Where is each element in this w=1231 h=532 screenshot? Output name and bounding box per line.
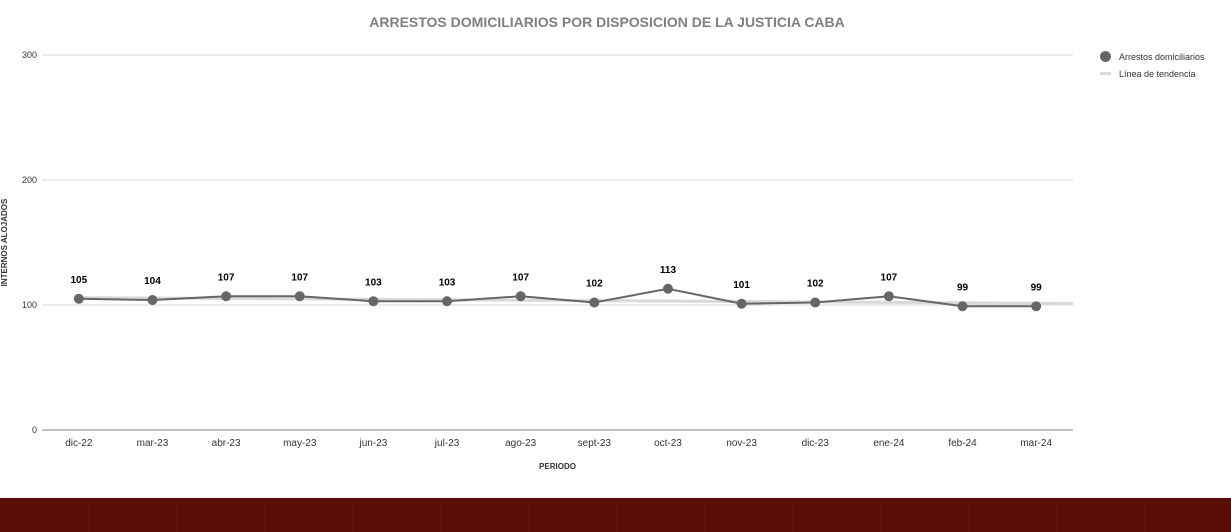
x-tick-label: mar-23 — [137, 438, 169, 449]
chart-area: ARRESTOS DOMICILIARIOS POR DISPOSICION D… — [0, 14, 1074, 471]
footer-band-segment — [176, 498, 177, 532]
data-point — [515, 291, 526, 302]
x-tick-label: ene-24 — [873, 438, 905, 449]
x-tick-label: dic-23 — [802, 438, 830, 449]
data-point — [1031, 301, 1042, 312]
footer-band-segment — [968, 498, 969, 532]
series-line — [78, 287, 1037, 308]
data-label: 102 — [586, 279, 603, 290]
data-label: 104 — [144, 276, 161, 287]
x-tick-label: mar-24 — [1020, 438, 1052, 449]
legend-item-trend: Línea de tendencia — [1100, 65, 1205, 82]
data-label: 99 — [957, 282, 969, 293]
x-tick-label: may-23 — [283, 438, 317, 449]
footer-band — [0, 498, 1231, 532]
x-tick-label: abr-23 — [212, 438, 241, 449]
data-label: 102 — [807, 279, 824, 290]
data-point — [294, 291, 305, 302]
data-label: 103 — [439, 277, 456, 288]
data-point — [662, 283, 673, 294]
y-tick-label: 200 — [22, 175, 37, 185]
data-label: 103 — [365, 277, 382, 288]
legend-marker-icon — [1100, 51, 1111, 62]
footer-band-segment — [264, 498, 265, 532]
footer-band-segment — [352, 498, 353, 532]
legend-item-series: Arrestos domiciliarios — [1100, 48, 1205, 65]
x-tick-label: feb-24 — [948, 438, 977, 449]
data-point — [883, 291, 894, 302]
legend-trendline-icon — [1100, 72, 1111, 75]
footer-band-segment — [880, 498, 881, 532]
data-label: 107 — [512, 272, 529, 283]
footer-band-segment — [528, 498, 529, 532]
x-tick-label: sept-23 — [578, 438, 612, 449]
y-tick-label: 300 — [22, 50, 37, 60]
legend-label-series: Arrestos domiciliarios — [1119, 51, 1205, 62]
data-point — [957, 301, 968, 312]
x-tick-label: dic-22 — [65, 438, 93, 449]
legend-label-trend: Línea de tendencia — [1119, 68, 1196, 79]
x-tick-label: ago-23 — [505, 438, 537, 449]
chart-title: ARRESTOS DOMICILIARIOS POR DISPOSICION D… — [369, 14, 845, 30]
data-point — [73, 293, 84, 304]
footer-band-segment — [1056, 498, 1057, 532]
x-axis-label: PERIODO — [539, 462, 576, 471]
data-label: 113 — [660, 265, 677, 276]
x-tick-label: jul-23 — [434, 438, 460, 449]
footer-band-segment — [704, 498, 705, 532]
data-point — [736, 298, 747, 309]
data-label: 105 — [70, 275, 87, 286]
y-tick-label: 100 — [22, 300, 37, 310]
data-point — [221, 291, 232, 302]
data-label: 99 — [1031, 282, 1043, 293]
footer-band-segment — [616, 498, 617, 532]
data-point — [147, 295, 158, 305]
data-point — [810, 297, 821, 308]
x-tick-label: nov-23 — [726, 438, 757, 449]
x-tick-label: jun-23 — [358, 438, 387, 449]
legend: Arrestos domiciliarios Línea de tendenci… — [1100, 48, 1205, 82]
data-point — [589, 297, 600, 308]
data-label: 107 — [881, 272, 898, 283]
footer-band-segment — [88, 498, 89, 532]
footer-band-segment — [440, 498, 441, 532]
data-point — [368, 296, 379, 307]
footer-band-segment — [1144, 498, 1145, 532]
y-tick-label: 0 — [32, 425, 37, 435]
data-label: 101 — [733, 280, 750, 291]
x-tick-label: oct-23 — [654, 438, 682, 449]
y-axis-label: INTERNOS ALOJADOS — [0, 198, 9, 286]
data-label: 107 — [218, 272, 235, 283]
footer-band-segment — [792, 498, 793, 532]
data-label: 107 — [291, 272, 308, 283]
data-point — [442, 296, 453, 307]
line-chart: ARRESTOS DOMICILIARIOS POR DISPOSICION D… — [0, 14, 1074, 471]
